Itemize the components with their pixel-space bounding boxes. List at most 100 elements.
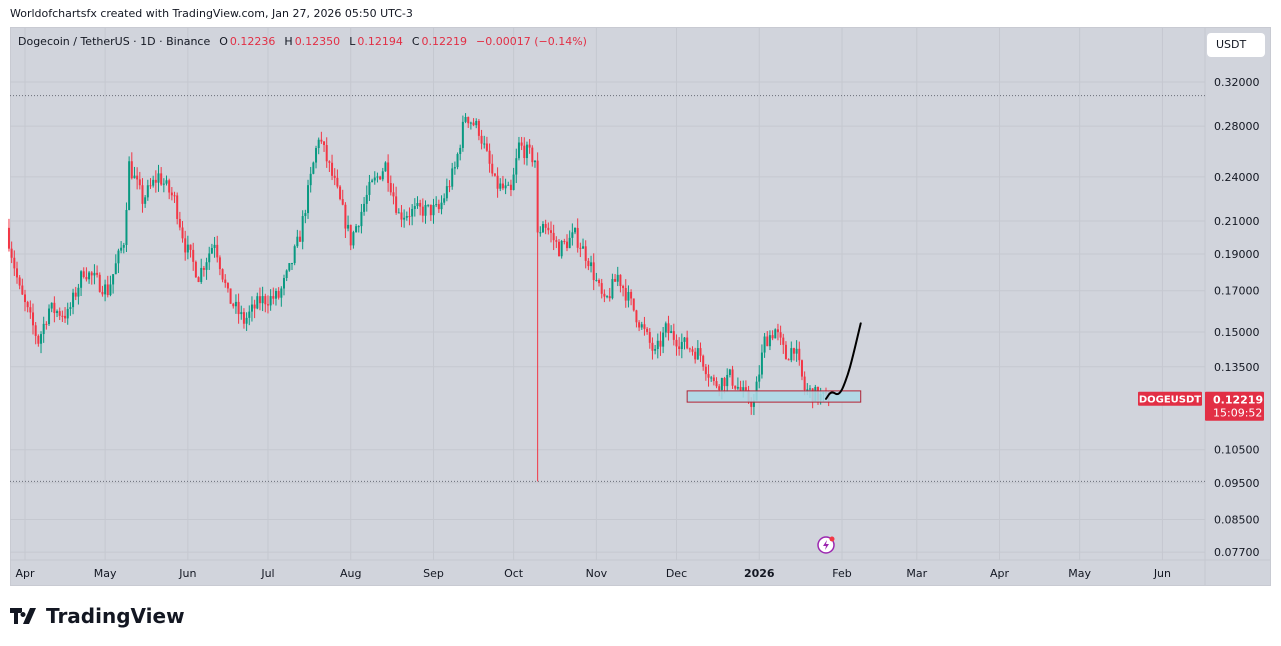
candle-body [477, 120, 480, 136]
candle-body [795, 348, 798, 354]
candle-body [662, 332, 665, 347]
candle-body [640, 324, 643, 328]
candle-body [541, 224, 544, 233]
candle-body [667, 323, 670, 334]
candle-body [128, 161, 131, 210]
y-tick-label: 0.13500 [1214, 361, 1260, 374]
candle-body [507, 184, 510, 186]
candle-body [189, 244, 192, 250]
tradingview-logo[interactable]: TradingView [10, 604, 185, 628]
candle-body [213, 244, 216, 248]
candle-body [15, 268, 18, 278]
candle-body [520, 142, 523, 146]
candle-body [403, 217, 406, 220]
candle-body [734, 385, 737, 389]
candle-body [451, 168, 454, 187]
candle-body [320, 139, 323, 142]
candle-body [34, 325, 37, 336]
candle-body [648, 332, 651, 343]
candle-body [210, 247, 213, 254]
candle-body [622, 286, 625, 289]
candle-body [803, 376, 806, 391]
y-tick-label: 0.08500 [1214, 513, 1260, 526]
candle-body [13, 257, 16, 269]
candle-body [624, 288, 627, 301]
candle-body [208, 253, 211, 263]
candle-body [443, 198, 446, 203]
candle-body [130, 161, 133, 179]
x-tick-label: Feb [832, 567, 851, 580]
candle-body [555, 240, 558, 242]
candle-body [491, 163, 494, 174]
candle-body [253, 304, 256, 309]
candle-body [168, 180, 171, 193]
candle-body [379, 176, 382, 180]
candle-body [355, 226, 358, 233]
candle-body [483, 143, 486, 145]
candle-body [347, 224, 350, 229]
candle-body [365, 194, 368, 204]
candle-body [672, 331, 675, 340]
tradingview-logo-icon [10, 608, 36, 624]
candle-body [269, 296, 272, 306]
candle-body [707, 374, 710, 378]
projection-path [825, 322, 862, 400]
candle-body [656, 340, 659, 349]
candle-body [603, 293, 606, 297]
candle-body [304, 213, 307, 217]
candle-body [98, 274, 101, 292]
candle-body [771, 335, 774, 339]
candle-body [670, 331, 673, 334]
chart-frame[interactable] [10, 27, 1271, 586]
y-tick-label: 0.10500 [1214, 444, 1260, 457]
x-tick-label: Sep [423, 567, 444, 580]
candle-body [480, 135, 483, 144]
candle-body [699, 348, 702, 356]
candle-body [101, 291, 104, 295]
candle-body [726, 374, 729, 387]
candle-body [178, 218, 181, 228]
candle-body [120, 247, 123, 251]
candle-body [710, 377, 713, 379]
support-zone [686, 390, 862, 403]
candle-body [88, 272, 91, 280]
candle-body [547, 227, 550, 231]
candle-body [552, 232, 555, 241]
open-label: O [219, 35, 228, 48]
candle-body [475, 120, 478, 126]
candle-body [606, 296, 609, 298]
candle-body [421, 206, 424, 216]
candle-body [712, 377, 715, 382]
y-tick-label: 0.19000 [1214, 248, 1260, 261]
candle-body [389, 183, 392, 193]
candle-body [72, 292, 75, 308]
candle-body [496, 175, 499, 189]
candle-body [440, 202, 443, 210]
candle-body [186, 244, 189, 253]
candle-body [37, 335, 40, 344]
candle-body [7, 227, 10, 249]
candle-body [752, 400, 755, 407]
candle-body [363, 203, 366, 212]
candle-body [515, 158, 518, 175]
candle-body [339, 186, 342, 200]
candle-body [688, 348, 691, 350]
candle-body [790, 348, 793, 361]
candle-body [654, 348, 657, 351]
symbol-tag-label: DOGEUSDT [1139, 395, 1201, 406]
currency-button[interactable]: USDT [1207, 33, 1265, 57]
candle-body [242, 312, 245, 324]
candle-body [274, 291, 277, 299]
candle-body [266, 304, 269, 306]
chart-credit: Worldofchartsfx created with TradingView… [10, 7, 413, 20]
candle-body [226, 282, 229, 289]
candle-body [224, 279, 227, 283]
candle-body [216, 244, 219, 258]
candle-body [528, 144, 531, 148]
candle-body [728, 369, 731, 375]
symbol-title[interactable]: Dogecoin / TetherUS · 1D · Binance [18, 35, 211, 48]
candle-body [384, 162, 387, 172]
candle-body [114, 263, 117, 275]
candle-body [357, 226, 360, 228]
